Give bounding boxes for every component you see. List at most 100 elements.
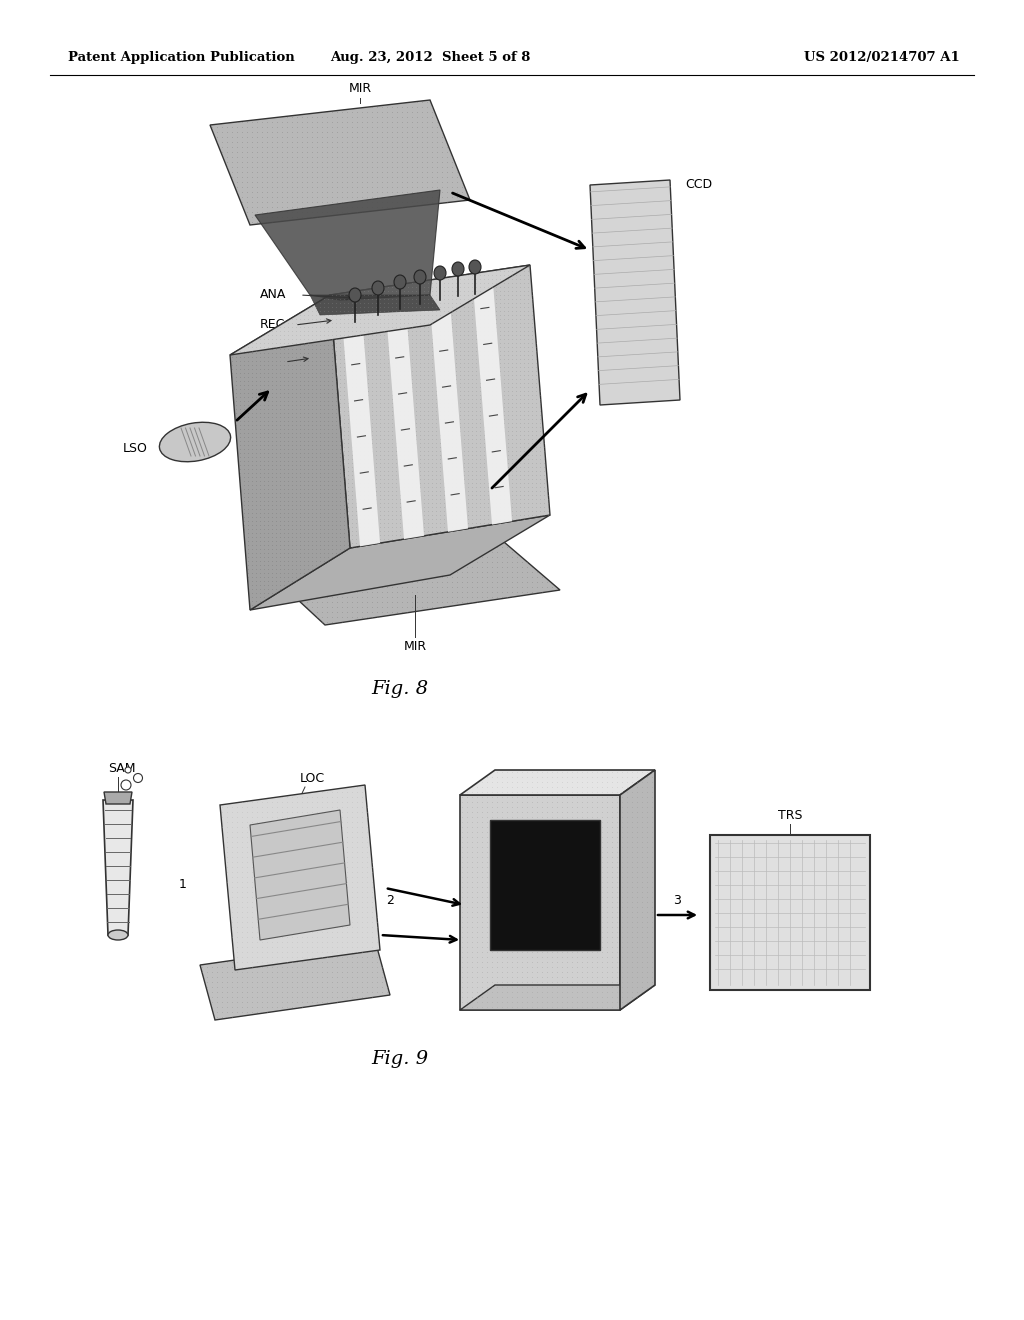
Point (254, 121, 270, 143)
Point (379, 602, 395, 623)
Point (527, 488, 544, 510)
Point (452, 473, 468, 494)
Point (355, 412, 372, 433)
Point (309, 172, 326, 193)
Point (349, 837, 366, 858)
Point (273, 952, 290, 973)
Point (604, 902, 621, 923)
Point (244, 399, 260, 420)
Point (324, 966, 340, 987)
Point (443, 465, 460, 486)
Point (260, 411, 276, 432)
Point (259, 136, 275, 157)
Point (474, 536, 490, 557)
Point (231, 395, 248, 416)
Point (275, 503, 292, 524)
Point (613, 846, 630, 867)
Point (488, 536, 505, 557)
Point (524, 581, 541, 602)
Point (318, 936, 335, 957)
Point (480, 341, 497, 362)
Point (468, 276, 484, 297)
Point (289, 876, 305, 898)
Point (412, 421, 428, 442)
Point (308, 550, 325, 572)
Point (424, 147, 440, 168)
Point (304, 972, 321, 993)
Point (394, 141, 411, 162)
Point (519, 952, 536, 973)
Point (354, 141, 371, 162)
Point (508, 408, 524, 429)
Point (456, 305, 472, 326)
Point (309, 986, 326, 1007)
Point (244, 446, 260, 467)
Point (329, 972, 345, 993)
Point (549, 826, 565, 847)
Point (634, 916, 650, 937)
Point (568, 907, 585, 928)
Point (352, 469, 369, 490)
Point (304, 796, 321, 817)
Point (355, 532, 372, 553)
Point (296, 462, 312, 483)
Point (504, 457, 520, 478)
Point (527, 437, 544, 458)
Point (399, 297, 416, 318)
Point (412, 305, 428, 326)
Point (228, 127, 245, 148)
Point (264, 338, 281, 359)
Point (624, 837, 640, 858)
Point (403, 305, 420, 326)
Point (279, 552, 295, 573)
Point (294, 817, 310, 838)
Point (344, 536, 360, 557)
Point (379, 181, 395, 202)
Point (564, 866, 581, 887)
Point (509, 566, 525, 587)
Point (439, 591, 456, 612)
Point (319, 403, 336, 424)
Point (469, 882, 485, 903)
Point (528, 581, 545, 602)
Point (520, 284, 537, 305)
Point (613, 837, 630, 858)
Point (259, 921, 275, 942)
Point (275, 329, 292, 350)
Point (354, 846, 371, 867)
Point (240, 430, 256, 451)
Point (334, 961, 350, 982)
Point (496, 488, 512, 510)
Point (454, 821, 470, 842)
Point (520, 305, 537, 326)
Circle shape (121, 780, 131, 789)
Point (358, 136, 375, 157)
Point (336, 425, 352, 446)
Point (256, 535, 272, 556)
Point (364, 396, 380, 417)
Point (372, 465, 388, 486)
Point (492, 400, 508, 421)
Point (549, 796, 565, 817)
Point (372, 532, 388, 553)
Point (344, 441, 360, 462)
Point (479, 812, 496, 833)
Point (488, 887, 505, 908)
Point (474, 781, 490, 803)
Point (319, 543, 336, 564)
Point (579, 862, 595, 883)
Point (349, 552, 366, 573)
Point (599, 977, 615, 998)
Point (275, 383, 292, 404)
Point (544, 871, 560, 892)
Point (440, 356, 457, 378)
Point (573, 916, 590, 937)
Point (248, 363, 264, 384)
Point (408, 276, 424, 297)
Point (573, 911, 590, 932)
Point (516, 508, 532, 529)
Point (396, 496, 413, 517)
Point (389, 116, 406, 137)
Point (416, 524, 432, 545)
Point (289, 552, 305, 573)
